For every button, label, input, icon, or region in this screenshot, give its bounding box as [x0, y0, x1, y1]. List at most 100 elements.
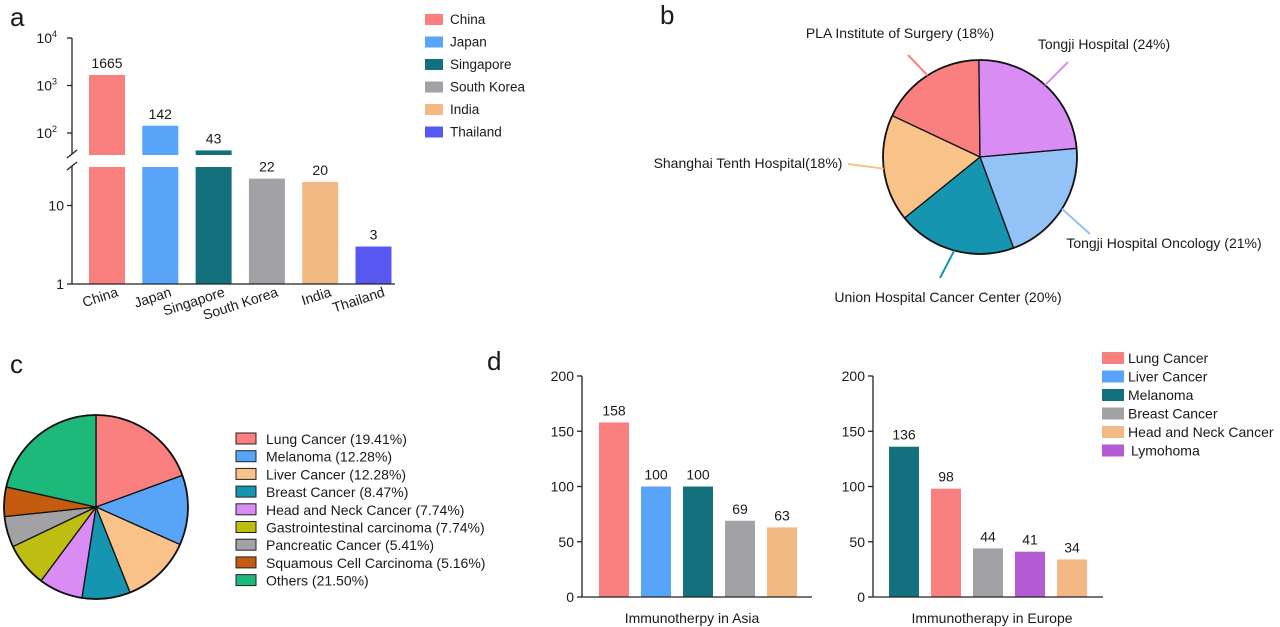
legend-label-melanoma: Melanoma (12.28%)	[266, 449, 392, 465]
data-label-melanoma: 136	[892, 427, 916, 443]
leader-line	[907, 54, 929, 77]
legend-label-liver-cancer: Liver Cancer (12.28%)	[266, 466, 406, 482]
legend-label-squamous-cell-carcinoma: Squamous Cell Carcinoma (5.16%)	[266, 555, 485, 571]
bar-japan	[142, 125, 179, 155]
pie-label-union-hospital-cancer-center: Union Hospital Cancer Center (20%)	[834, 289, 1061, 305]
y-tick-label: 102	[36, 124, 57, 141]
legend-swatch-liver-cancer	[235, 467, 257, 480]
bar-singapore-lower	[195, 167, 232, 284]
y-tick-label: 0	[857, 589, 865, 605]
legend-swatch-pancreatic-cancer	[235, 538, 257, 551]
chart-b-hospital-pie: PLA Institute of Surgery (18%) Tongji Hos…	[654, 25, 1262, 305]
y-tick-label: 100	[842, 479, 866, 495]
legend-label-china: China	[450, 12, 486, 27]
leader-line	[939, 250, 956, 279]
y-tick-label: 1	[56, 276, 64, 292]
legend-label-others: Others (21.50%)	[266, 573, 369, 589]
legend-label-pancreatic-cancer: Pancreatic Cancer (5.41%)	[266, 537, 434, 553]
chart-d-asia-bars: 158 100 100 69 63 0 50 100 150 200 Immunotherpy in…	[551, 368, 812, 626]
data-label-breast-cancer: 69	[732, 501, 748, 517]
bar-breast-cancer	[973, 548, 1003, 597]
legend-label-lung-cancer: Lung Cancer (19.41%)	[266, 431, 407, 447]
axis-break-mark	[66, 149, 78, 159]
data-label-thailand: 3	[370, 227, 378, 243]
legend-label-lung-cancer: Lung Cancer	[1128, 350, 1209, 366]
legend-label-head-and-neck-cancer: Head and Neck Cancer (7.74%)	[266, 502, 464, 518]
y-tick-label: 200	[842, 368, 866, 384]
legend-swatch-south-korea	[425, 81, 443, 93]
legend-swatch-head-and-neck-cancer	[235, 503, 257, 516]
axis-break-mark	[66, 161, 78, 171]
legend-swatch-china	[425, 14, 443, 25]
legend-label-breast-cancer: Breast Cancer	[1128, 406, 1218, 422]
legend-swatch-melanoma	[1102, 389, 1124, 401]
legend-label-south-korea: South Korea	[450, 80, 526, 95]
chart-a-legend: China Japan Singapore South Korea India Thail…	[425, 12, 526, 140]
panel-label-d: d	[487, 346, 501, 376]
bar-lung-cancer	[931, 488, 961, 597]
legend-label-liver-cancer: Liver Cancer	[1128, 369, 1208, 385]
legend-label-singapore: Singapore	[450, 57, 512, 72]
bar-india	[302, 181, 339, 284]
bar-japan-lower	[142, 167, 179, 284]
bar-liver-cancer	[641, 486, 671, 597]
y-tick-label: 104	[36, 29, 57, 46]
panel-label-c: c	[10, 349, 23, 379]
y-tick-label: 103	[36, 77, 57, 94]
data-label-melanoma: 100	[686, 467, 710, 483]
data-label-china: 1665	[91, 55, 122, 71]
bar-melanoma	[889, 446, 919, 597]
legend-swatch-liver-cancer	[1102, 370, 1124, 383]
legend-swatch-thailand	[425, 126, 443, 138]
legend-swatch-gastrointestinal-carcinoma	[235, 521, 257, 533]
legend-label-thailand: Thailand	[450, 125, 502, 140]
y-tick-label: 100	[551, 479, 575, 495]
legend-swatch-singapore	[425, 59, 443, 70]
legend-swatch-lymohoma	[1102, 444, 1124, 457]
legend-swatch-breast-cancer	[235, 485, 257, 498]
legend-label-japan: Japan	[450, 35, 487, 50]
pie-label-pla-institute-of-surgery: PLA Institute of Surgery (18%)	[806, 25, 994, 41]
y-tick-label: 150	[551, 423, 575, 439]
x-axis-title: Immunotherapy in Europe	[911, 610, 1072, 626]
y-tick-label: 50	[558, 534, 574, 550]
data-label-head-and-neck-cancer: 34	[1064, 539, 1080, 555]
pie-label-tongji-hospital-oncology: Tongji Hospital Oncology (21%)	[1066, 235, 1261, 251]
data-label-lung-cancer: 158	[602, 402, 626, 418]
x-tick-china: China	[80, 284, 120, 311]
leader-line	[847, 163, 884, 170]
data-label-south-korea: 22	[259, 159, 275, 175]
legend-label-gastrointestinal-carcinoma: Gastrointestinal carcinoma (7.74%)	[266, 520, 485, 536]
chart-c-legend: Lung Cancer (19.41%) Melanoma (12.28%)Liv…	[235, 431, 485, 589]
legend-label-lymohoma: Lymohoma	[1131, 443, 1200, 459]
panel-label-b: b	[660, 0, 674, 30]
data-label-head-and-neck-cancer: 63	[774, 507, 790, 523]
y-tick-label: 150	[842, 423, 866, 439]
legend-swatch-head-and-neck-cancer	[1102, 426, 1124, 438]
legend-swatch-others	[235, 574, 257, 587]
bar-lung-cancer	[599, 422, 629, 597]
bar-head-and-neck-cancer	[1057, 559, 1087, 597]
data-label-lung-cancer: 98	[938, 469, 954, 485]
y-tick-label: 0	[566, 589, 574, 605]
chart-d-legend: Lung Cancer Liver Cancer Melanoma Breast Ca…	[1102, 350, 1274, 459]
pie-outline	[882, 59, 1078, 255]
bar-breast-cancer	[725, 520, 755, 597]
y-tick-label: 50	[849, 534, 865, 550]
data-label-lymohoma: 41	[1022, 532, 1038, 548]
bar-head-and-neck-cancer	[767, 527, 797, 597]
legend-swatch-japan	[425, 36, 443, 48]
bar-singapore	[195, 150, 232, 155]
y-tick-label: 200	[551, 368, 575, 384]
panel-label-a: a	[10, 2, 25, 32]
legend-swatch-lung-cancer	[1102, 352, 1124, 364]
bar-china	[89, 74, 125, 155]
chart-d-europe-bars: 136 98 44 41 34 0 50 100 150 200 Immunotherapy in …	[842, 368, 1103, 626]
legend-label-melanoma: Melanoma	[1128, 387, 1194, 403]
bar-china-lower	[89, 167, 125, 284]
leader-line	[1044, 61, 1069, 86]
legend-swatch-lung-cancer	[235, 432, 257, 445]
legend-label-breast-cancer: Breast Cancer (8.47%)	[266, 484, 408, 500]
x-tick-india: India	[299, 284, 333, 309]
data-label-liver-cancer: 100	[644, 467, 668, 483]
